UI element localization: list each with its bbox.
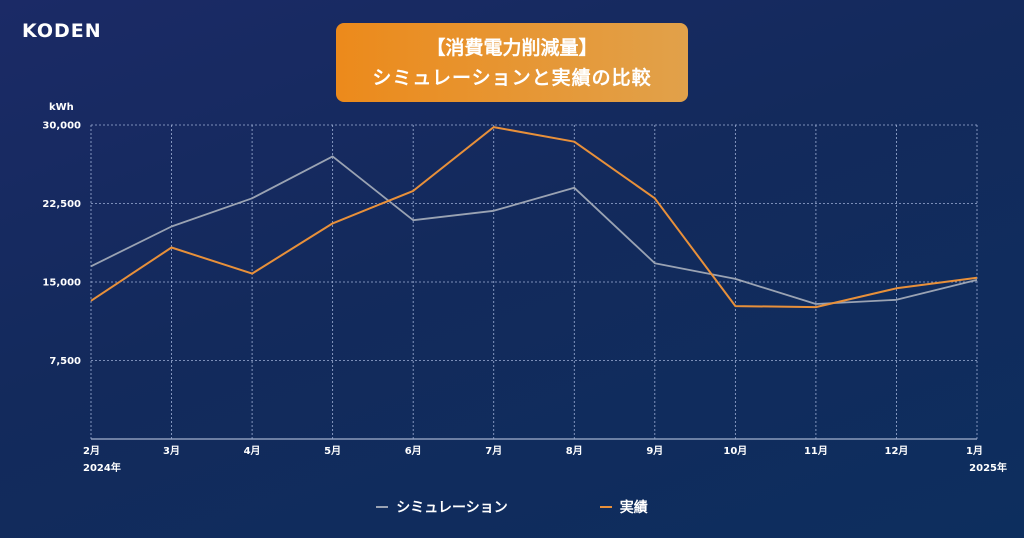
y-axis-ticks: 7,500 15,000 22,500 30,000 xyxy=(42,121,81,368)
legend-label-simulation: シミュレーション xyxy=(396,500,508,516)
chart-grid xyxy=(90,124,978,440)
x-tick-label: 11月 xyxy=(804,445,828,457)
x-axis-year-start: 2024年 xyxy=(83,461,121,474)
y-tick-label: 22,500 xyxy=(42,199,81,210)
x-tick-label: 10月 xyxy=(723,445,747,457)
x-tick-label: 5月 xyxy=(324,445,341,457)
x-axis-year-end: 2025年 xyxy=(969,461,1007,474)
legend-item-simulation: シミュレーション xyxy=(376,497,508,517)
chart-title-line2: シミュレーションと実績の比較 xyxy=(372,66,652,89)
x-tick-label: 7月 xyxy=(485,445,502,457)
x-tick-label: 2月 xyxy=(83,445,100,457)
x-tick-label: 3月 xyxy=(163,445,180,457)
y-axis-unit-label: kWh xyxy=(49,102,74,113)
legend-swatch-simulation xyxy=(376,506,389,508)
x-tick-label: 12月 xyxy=(884,445,908,457)
legend-swatch-actual xyxy=(599,506,612,508)
legend-item-actual: 実績 xyxy=(599,497,648,517)
x-tick-label: 8月 xyxy=(566,445,583,457)
x-axis-ticks: 2月 3月 4月 5月 6月 7月 8月 9月 10月 11月 12月 1月 xyxy=(83,445,983,457)
chart-series xyxy=(90,126,978,309)
y-tick-label: 30,000 xyxy=(42,121,81,132)
y-tick-label: 7,500 xyxy=(49,356,81,367)
x-tick-label: 4月 xyxy=(244,445,261,457)
series-line-actual xyxy=(90,126,978,309)
chart-title-box: 【消費電力削減量】 シミュレーションと実績の比較 xyxy=(336,23,688,102)
x-tick-label: 1月 xyxy=(966,445,983,457)
legend-label-actual: 実績 xyxy=(619,500,648,516)
chart-legend: シミュレーション 実績 xyxy=(0,497,1024,517)
chart-title-line1: 【消費電力削減量】 xyxy=(426,36,598,59)
y-tick-label: 15,000 xyxy=(42,278,81,289)
koden-logo: KODEN xyxy=(22,20,102,42)
x-tick-label: 9月 xyxy=(646,445,663,457)
x-tick-label: 6月 xyxy=(405,445,422,457)
